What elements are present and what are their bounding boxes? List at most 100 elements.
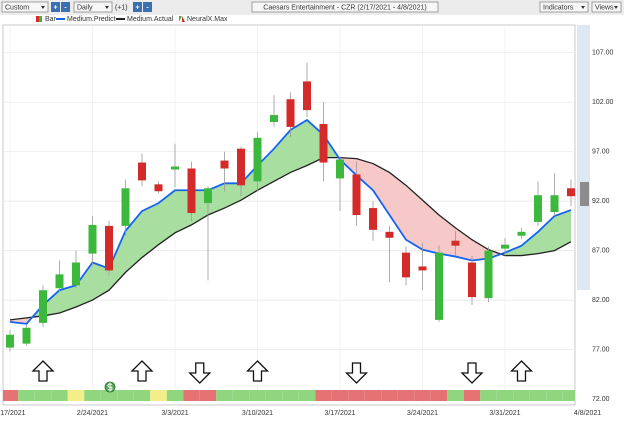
candle-body bbox=[138, 162, 146, 181]
dropdown-arrow bbox=[581, 6, 585, 9]
x-tick-label: 4/8/2021 bbox=[574, 410, 601, 417]
x-tick-label: 2/17/2021 bbox=[0, 410, 26, 417]
dropdown-arrow bbox=[614, 6, 618, 9]
x-tick-label: 3/17/2021 bbox=[324, 410, 355, 417]
legend-label: NeuralX.Max bbox=[187, 16, 228, 23]
x-tick-label: 3/3/2021 bbox=[161, 410, 188, 417]
chart-title: Caesars Entertainment - CZR (2/17/2021 -… bbox=[263, 4, 426, 11]
spread-fill bbox=[158, 190, 175, 245]
spread-fill bbox=[109, 230, 126, 291]
signal-strip-cell bbox=[166, 390, 184, 401]
candle-body bbox=[534, 195, 542, 222]
zoom-in-button[interactable] bbox=[51, 2, 60, 12]
spread-fill bbox=[43, 290, 60, 316]
spread-fill bbox=[472, 239, 489, 261]
offset-plus-button[interactable] bbox=[133, 2, 142, 12]
signal-strip-cell bbox=[414, 390, 431, 401]
zoom-out-label: - bbox=[64, 4, 67, 11]
spread-fill bbox=[406, 185, 423, 250]
indicators-button[interactable] bbox=[539, 1, 589, 13]
signal-arrow-up bbox=[509, 360, 534, 382]
spread-fill bbox=[76, 262, 93, 308]
offset-minus-button[interactable] bbox=[143, 2, 152, 12]
signal-strip-cell bbox=[84, 390, 101, 401]
legend-swatch bbox=[179, 16, 182, 22]
candle-body bbox=[55, 274, 64, 289]
spread-fill bbox=[274, 129, 291, 182]
signal-strip-cell bbox=[183, 390, 200, 401]
signal-arrow-down bbox=[344, 362, 369, 384]
interval-select[interactable] bbox=[73, 1, 113, 13]
signal-strip-cell bbox=[364, 390, 382, 401]
y-tick-label: 72.00 bbox=[592, 396, 610, 403]
candle-body bbox=[171, 166, 179, 170]
signal-strip-cell bbox=[315, 390, 332, 401]
y-tick-label: 92.00 bbox=[592, 198, 610, 205]
candle-body bbox=[286, 99, 295, 127]
spread-fill bbox=[59, 285, 76, 313]
signal-strip-cell bbox=[529, 390, 547, 401]
signal-arrow-down bbox=[460, 362, 484, 384]
signal-strip-cell bbox=[117, 390, 134, 401]
signal-arrow-down bbox=[188, 362, 212, 384]
signal-strip-cell bbox=[397, 390, 415, 401]
candle-body bbox=[352, 174, 361, 215]
legend-swatch bbox=[36, 16, 39, 22]
spread-fill bbox=[92, 262, 109, 301]
signal-strip-cell bbox=[3, 390, 19, 401]
plot-layers bbox=[3, 25, 589, 405]
spread-fill bbox=[389, 172, 406, 240]
spread-fill bbox=[422, 200, 439, 254]
candle-body bbox=[484, 250, 493, 299]
views-button[interactable] bbox=[591, 1, 622, 13]
signal-strip-cell bbox=[331, 390, 349, 401]
y-tick-label: 102.00 bbox=[592, 99, 614, 106]
signal-strip-cell bbox=[199, 390, 217, 401]
y-tick-label: 87.00 bbox=[592, 247, 610, 254]
spread-fill bbox=[142, 203, 159, 258]
signal-strip-cell bbox=[298, 390, 316, 401]
signal-strip-cell bbox=[447, 390, 464, 401]
signal-strip-cell bbox=[133, 390, 151, 401]
candle-body bbox=[220, 160, 229, 169]
candle-body bbox=[402, 252, 410, 278]
candle-body bbox=[435, 252, 443, 320]
signal-strip-cell bbox=[282, 390, 299, 401]
views-label: Views bbox=[595, 4, 614, 11]
signal-strip-cell bbox=[18, 390, 35, 401]
candle-body bbox=[22, 327, 31, 344]
spread-fill bbox=[356, 158, 373, 191]
candle-body bbox=[550, 195, 559, 213]
candle-body bbox=[336, 159, 344, 179]
y-tick-label: 77.00 bbox=[592, 346, 610, 353]
last-price-box bbox=[580, 182, 589, 206]
signal-strip-cell bbox=[513, 390, 530, 401]
interval-label: Daily bbox=[77, 4, 93, 11]
dropdown-arrow bbox=[105, 6, 109, 9]
signal-strip-cell bbox=[562, 390, 575, 401]
signal-arrow-up bbox=[31, 360, 55, 382]
zoom-out-button[interactable] bbox=[61, 2, 70, 12]
signal-strip-cell bbox=[480, 390, 497, 401]
candle-body bbox=[385, 231, 394, 238]
signal-strip-cell bbox=[546, 390, 563, 401]
signal-strip-cell bbox=[348, 390, 365, 401]
legend-swatch bbox=[182, 16, 185, 22]
signal-strip-cell bbox=[150, 390, 167, 401]
candle-body bbox=[451, 240, 460, 246]
signal-strip-cell bbox=[463, 390, 481, 401]
x-tick-label: 3/31/2021 bbox=[489, 410, 520, 417]
signal-strip-cell bbox=[249, 390, 266, 401]
range-select[interactable] bbox=[1, 1, 49, 13]
offset-plus-label: + bbox=[135, 4, 139, 11]
signal-strip-cell bbox=[496, 390, 514, 401]
price-scale-highlight bbox=[577, 25, 590, 290]
x-tick-label: 2/24/2021 bbox=[77, 410, 108, 417]
spread-fill bbox=[554, 210, 571, 251]
spread-fill bbox=[455, 227, 472, 261]
signal-strip-cell bbox=[67, 390, 85, 401]
candle-body bbox=[567, 188, 575, 197]
spread-fill bbox=[290, 120, 307, 173]
signal-strip-cell bbox=[381, 390, 398, 401]
